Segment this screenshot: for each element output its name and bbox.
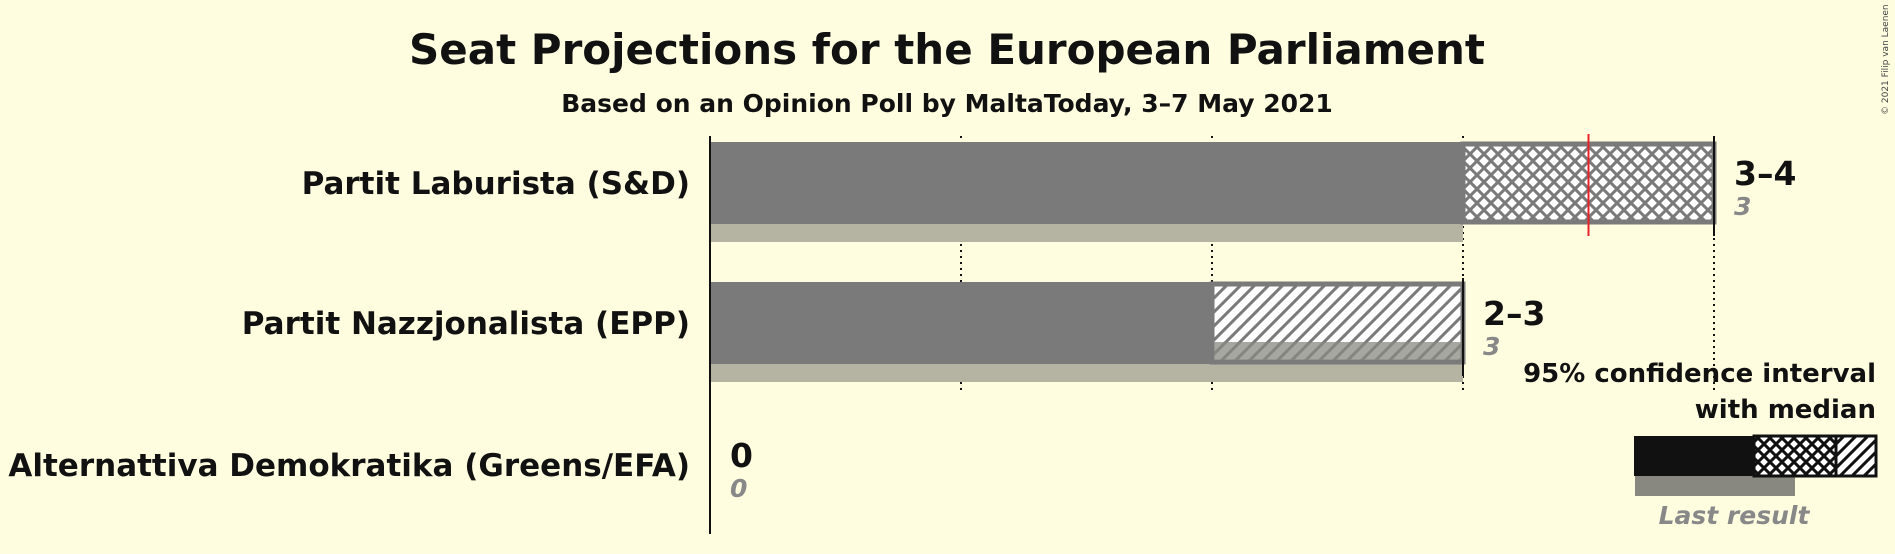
legend-line-1: 95% confidence interval [1523,359,1876,389]
copyright-note: © 2021 Filip van Laenen [1881,4,1891,115]
bar-solid [710,142,1463,224]
last-result-overlay [1214,342,1461,360]
range-label: 3–4 [1734,154,1796,193]
legend-median-swatch [1634,436,1754,476]
legend-line-2: with median [1695,395,1876,425]
last-result-bar [710,224,1463,242]
chart-title: Seat Projections for the European Parlia… [409,25,1485,74]
last-result-label: 3 [1483,332,1500,361]
party-label: Partit Laburista (S&D) [302,166,690,202]
last-result-label: 0 [730,474,747,503]
range-label: 0 [730,436,753,475]
legend: 95% confidence interval with median Last… [1523,359,1878,530]
bar-solid [710,282,1212,364]
party-label: Partit Nazzjonalista (EPP) [242,306,690,342]
chart-subtitle: Based on an Opinion Poll by MaltaToday, … [561,89,1333,118]
last-result-label: 3 [1734,192,1751,221]
last-result-bar [710,364,1463,382]
legend-crosshatch-swatch [1752,434,1838,478]
range-label: 2–3 [1483,294,1545,333]
legend-diagonal-swatch [1834,434,1878,478]
party-label: Alternattiva Demokratika (Greens/EFA) [8,448,690,484]
legend-last-result-label: Last result [1659,501,1811,530]
